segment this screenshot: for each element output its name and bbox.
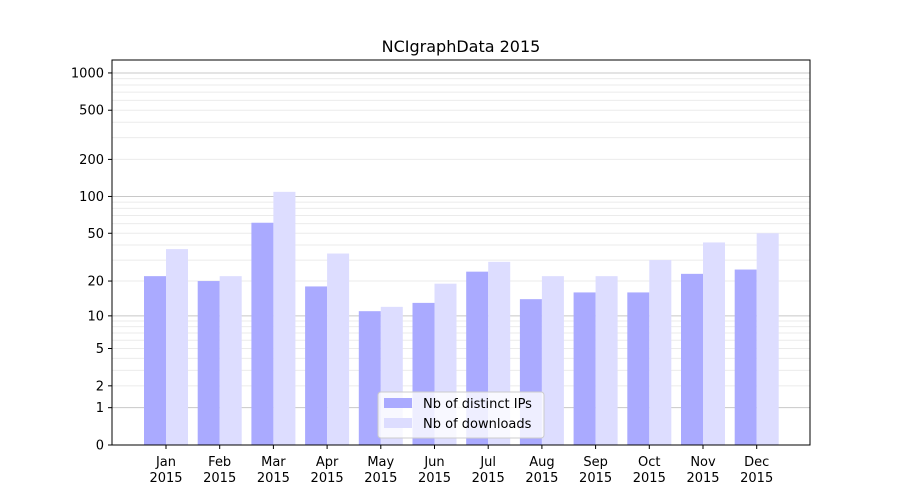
legend-label: Nb of downloads	[423, 417, 532, 432]
bar-downloads	[756, 233, 779, 445]
x-tick-label: Apr 2015	[311, 455, 344, 486]
x-tick-label: Jul 2015	[472, 455, 505, 486]
y-tick-label: 2	[96, 379, 104, 394]
x-tick-label: Nov 2015	[686, 455, 719, 486]
y-tick-label: 100	[79, 190, 104, 205]
x-tick-label: Mar 2015	[257, 455, 290, 486]
bar-distinct-ips	[627, 292, 650, 445]
bar-distinct-ips	[144, 276, 166, 445]
legend: Nb of distinct IPs Nb of downloads	[377, 391, 545, 439]
bar-distinct-ips	[251, 222, 274, 445]
plot-area-frame	[111, 59, 811, 446]
y-tick-label: 5	[96, 342, 104, 357]
x-tick-label: Sep 2015	[579, 455, 612, 486]
y-tick-label: 50	[87, 227, 104, 242]
bar-distinct-ips	[305, 286, 328, 445]
y-tick-label: 1	[96, 401, 104, 416]
x-tick-label: Feb 2015	[203, 455, 236, 486]
bar-distinct-ips	[197, 281, 220, 445]
bar-distinct-ips	[358, 311, 381, 445]
bar-downloads	[541, 276, 564, 445]
x-tick-label: May 2015	[364, 455, 397, 486]
y-tick-label: 200	[79, 153, 104, 168]
y-tick-label: 1000	[71, 66, 104, 81]
bar-downloads	[166, 249, 188, 445]
y-tick-label: 20	[87, 275, 104, 290]
x-tick-label: Aug 2015	[525, 455, 558, 486]
x-tick-label: Dec 2015	[740, 455, 773, 486]
bar-downloads	[327, 253, 350, 445]
legend-box	[377, 391, 545, 439]
bar-distinct-ips	[734, 269, 757, 445]
bar-downloads	[649, 260, 672, 445]
bar-downloads	[219, 276, 242, 445]
legend-label: Nb of distinct IPs	[423, 397, 532, 412]
legend-swatch	[384, 398, 412, 408]
bar-distinct-ips	[573, 292, 596, 445]
x-tick-label: Jan 2015	[149, 455, 182, 486]
chart-title: NCIgraphData 2015	[382, 37, 541, 56]
bar-downloads	[595, 276, 618, 445]
bar-downloads	[703, 242, 725, 445]
y-tick-label: 10	[87, 309, 104, 324]
y-tick-label: 500	[79, 104, 104, 119]
y-tick-label: 0	[96, 439, 104, 454]
bar-distinct-ips	[681, 273, 703, 445]
x-tick-label: Oct 2015	[633, 455, 666, 486]
legend-swatch	[384, 418, 412, 428]
bar-downloads	[273, 191, 296, 445]
x-tick-label: Jun 2015	[418, 455, 451, 486]
